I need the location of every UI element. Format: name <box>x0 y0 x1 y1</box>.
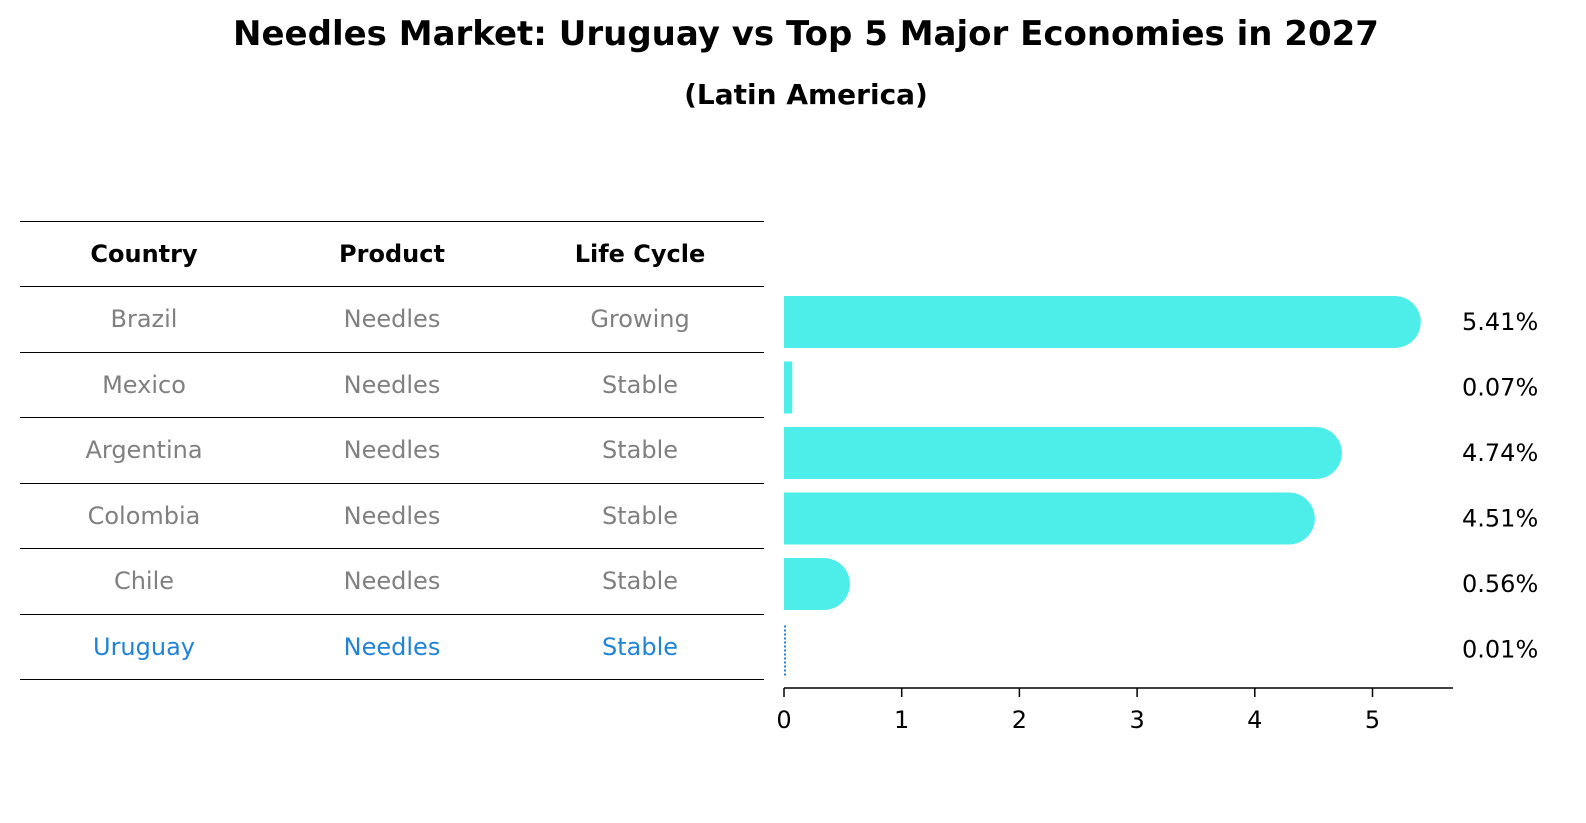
table-row: Chile Needles Stable <box>20 549 764 615</box>
bar-chart: 5.41% 0.07% 4.74% 4.51% 0.56% 0.01% 0 1 2 3 4 5 <box>776 296 1538 734</box>
x-tick-label: 1 <box>894 706 909 734</box>
x-tick-label: 4 <box>1247 706 1262 734</box>
value-label: 0.01% <box>1462 636 1538 664</box>
country-cell: Uruguay <box>93 632 195 661</box>
chart-subtitle: (Latin America) <box>684 78 928 111</box>
product-cell: Needles <box>343 632 441 661</box>
value-label: 0.56% <box>1462 570 1538 598</box>
bar-argentina <box>784 427 1342 479</box>
country-cell: Chile <box>113 567 175 596</box>
life-cycle-cell: Stable <box>601 567 679 596</box>
product-cell: Needles <box>343 370 441 399</box>
value-label: 0.07% <box>1462 374 1538 402</box>
life-cycle-cell: Stable <box>601 632 679 661</box>
value-label: 4.51% <box>1462 505 1538 533</box>
country-cell: Argentina <box>85 436 203 465</box>
header-life-cycle: Life Cycle <box>574 240 706 268</box>
bar-chile <box>784 558 850 610</box>
value-label: 5.41% <box>1462 308 1538 336</box>
life-cycle-cell: Growing <box>590 305 690 334</box>
life-cycle-cell: Stable <box>601 370 679 399</box>
chart-title: Needles Market: Uruguay vs Top 5 Major E… <box>233 14 1379 54</box>
product-cell: Needles <box>343 567 441 596</box>
x-tick-label: 0 <box>776 706 791 734</box>
table-header-row: Country Product Life Cycle <box>20 221 764 287</box>
life-cycle-cell: Stable <box>601 436 679 465</box>
country-cell: Mexico <box>102 370 186 399</box>
value-label: 4.74% <box>1462 439 1538 467</box>
country-table: Country Product Life Cycle Brazil Needle… <box>20 221 764 680</box>
x-tick-label: 2 <box>1012 706 1027 734</box>
table-row: Brazil Needles Growing <box>20 287 764 353</box>
table-row-highlighted: Uruguay Needles Stable <box>20 615 764 680</box>
header-product: Product <box>339 240 445 268</box>
product-cell: Needles <box>343 501 441 530</box>
table-row: Argentina Needles Stable <box>20 418 764 484</box>
x-tick-label: 5 <box>1365 706 1380 734</box>
life-cycle-cell: Stable <box>601 501 679 530</box>
bar-brazil <box>784 296 1421 348</box>
country-cell: Colombia <box>87 501 201 530</box>
product-cell: Needles <box>343 436 441 465</box>
product-cell: Needles <box>343 305 441 334</box>
table-row: Colombia Needles Stable <box>20 484 764 549</box>
table-row: Mexico Needles Stable <box>20 353 764 418</box>
bar-mexico <box>784 361 793 414</box>
header-country: Country <box>90 240 198 268</box>
x-tick-label: 3 <box>1129 706 1144 734</box>
bar-colombia <box>784 492 1315 545</box>
country-cell: Brazil <box>110 305 178 334</box>
